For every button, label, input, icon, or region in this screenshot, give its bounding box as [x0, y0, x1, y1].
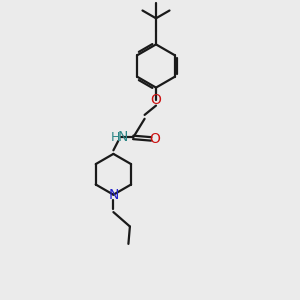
Text: O: O: [149, 132, 160, 146]
Text: H: H: [111, 131, 121, 144]
Text: N: N: [117, 130, 128, 144]
Text: N: N: [108, 188, 118, 202]
Text: O: O: [151, 93, 161, 107]
